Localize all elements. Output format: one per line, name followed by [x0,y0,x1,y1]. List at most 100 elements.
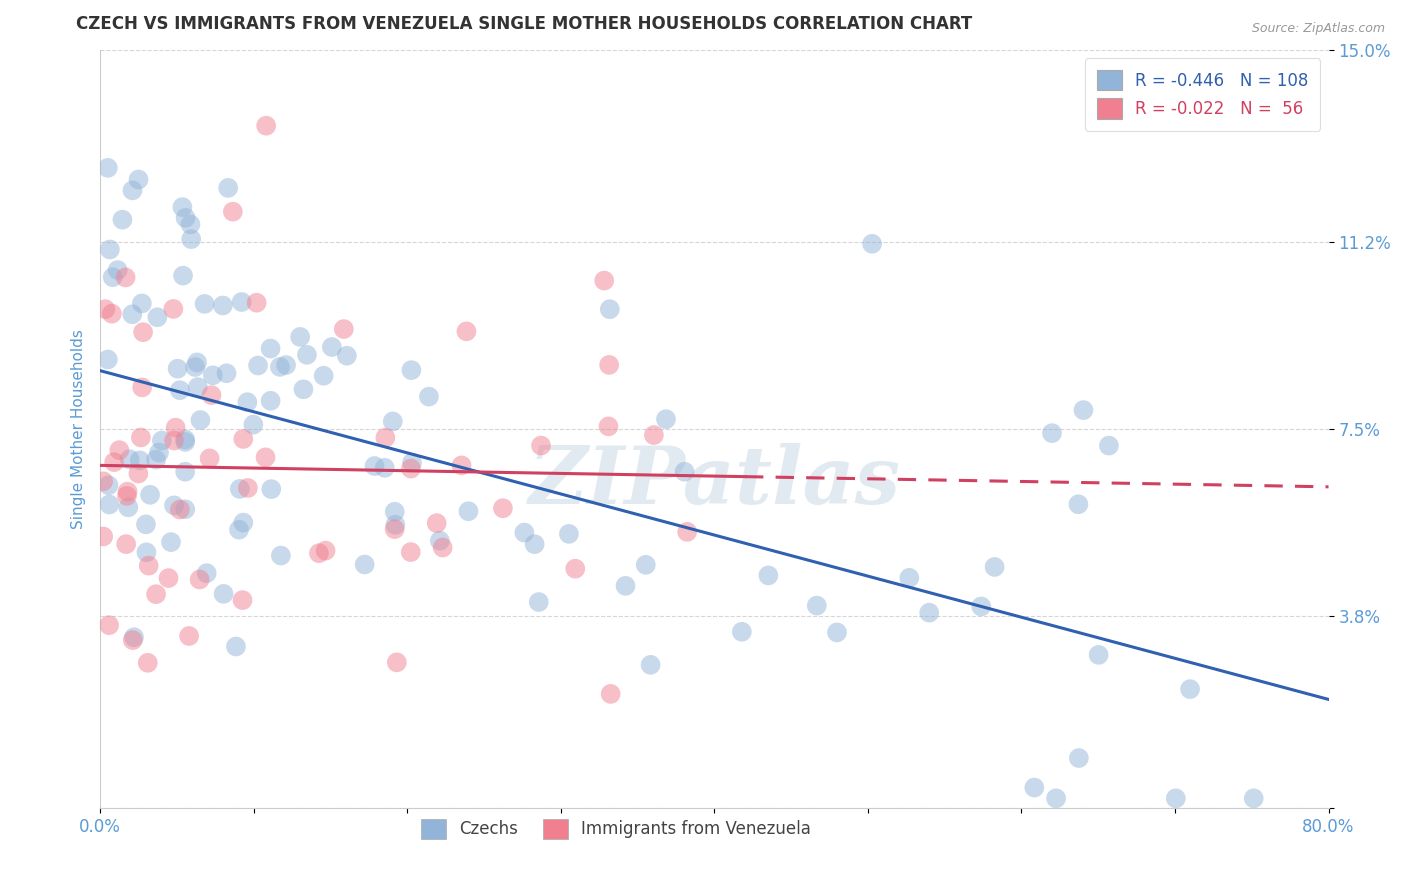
Point [1073,403,1095,417]
Point [131,296,153,310]
Legend: Czechs, Immigrants from Venezuela: Czechs, Immigrants from Venezuela [415,812,818,846]
Point [599,302,621,317]
Point [212,587,235,601]
Point [530,438,553,452]
Point [195,566,218,581]
Point [450,458,472,473]
Point [169,383,191,397]
Point [1067,497,1090,511]
Point [599,687,621,701]
Point [231,593,253,607]
Point [1164,791,1187,805]
Point [295,348,318,362]
Point [186,355,208,369]
Point [179,629,201,643]
Point [429,533,451,548]
Point [401,456,423,470]
Point [157,571,180,585]
Point [201,368,224,383]
Point [174,465,197,479]
Point [756,568,779,582]
Point [593,274,616,288]
Point [673,465,696,479]
Point [418,390,440,404]
Point [150,434,173,448]
Point [274,358,297,372]
Point [254,119,277,133]
Point [132,325,155,339]
Point [860,236,883,251]
Point [136,656,159,670]
Point [108,443,131,458]
Point [101,270,124,285]
Point [180,232,202,246]
Point [527,595,550,609]
Point [118,452,141,467]
Point [162,301,184,316]
Point [643,428,665,442]
Point [1040,426,1063,441]
Point [188,573,211,587]
Point [558,527,581,541]
Point [598,419,620,434]
Point [564,562,586,576]
Point [190,413,212,427]
Point [117,500,139,515]
Point [225,640,247,654]
Point [676,524,699,539]
Point [898,571,921,585]
Point [121,183,143,197]
Point [333,322,356,336]
Point [148,445,170,459]
Point [246,295,269,310]
Point [363,458,385,473]
Point [128,172,150,186]
Point [129,430,152,444]
Point [128,453,150,467]
Point [457,504,479,518]
Point [634,558,657,572]
Point [111,212,134,227]
Point [236,395,259,409]
Point [114,270,136,285]
Point [1243,791,1265,805]
Point [806,599,828,613]
Point [146,310,169,325]
Point [259,342,281,356]
Point [135,517,157,532]
Point [269,359,291,374]
Point [312,368,335,383]
Point [270,549,292,563]
Point [228,523,250,537]
Text: CZECH VS IMMIGRANTS FROM VENEZUELA SINGLE MOTHER HOUSEHOLDS CORRELATION CHART: CZECH VS IMMIGRANTS FROM VENEZUELA SINGL… [76,15,972,33]
Point [513,525,536,540]
Point [492,501,515,516]
Point [200,388,222,402]
Point [98,243,121,257]
Point [336,349,359,363]
Point [174,433,197,447]
Point [169,502,191,516]
Point [292,382,315,396]
Point [384,517,406,532]
Point [254,450,277,465]
Y-axis label: Single Mother Households: Single Mother Households [72,329,86,529]
Point [139,488,162,502]
Point [353,558,375,572]
Point [145,452,167,467]
Point [232,516,254,530]
Point [432,541,454,555]
Point [456,324,478,338]
Point [640,657,662,672]
Point [288,330,311,344]
Point [825,625,848,640]
Point [1178,682,1201,697]
Point [215,366,238,380]
Point [107,263,129,277]
Point [321,340,343,354]
Point [187,380,209,394]
Point [308,546,330,560]
Point [163,434,186,448]
Point [122,630,145,644]
Point [91,475,114,489]
